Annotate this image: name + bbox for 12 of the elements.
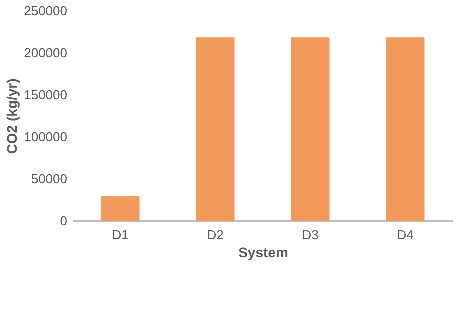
x-tick-label: D4: [397, 228, 414, 242]
x-tick-label: D2: [207, 228, 224, 242]
y-tick-label: 150000: [24, 88, 68, 102]
x-axis-title: System: [238, 244, 288, 260]
y-tick-label: 0: [60, 214, 68, 228]
x-tick-label: D3: [302, 228, 319, 242]
y-tick-label: 200000: [24, 46, 68, 60]
y-tick-label: 50000: [31, 172, 68, 186]
y-axis-title: CO2 (kg/yr): [4, 78, 20, 154]
x-tick-label: D1: [112, 228, 129, 242]
y-tick-label: 250000: [24, 4, 68, 18]
y-tick-label: 100000: [24, 130, 68, 144]
